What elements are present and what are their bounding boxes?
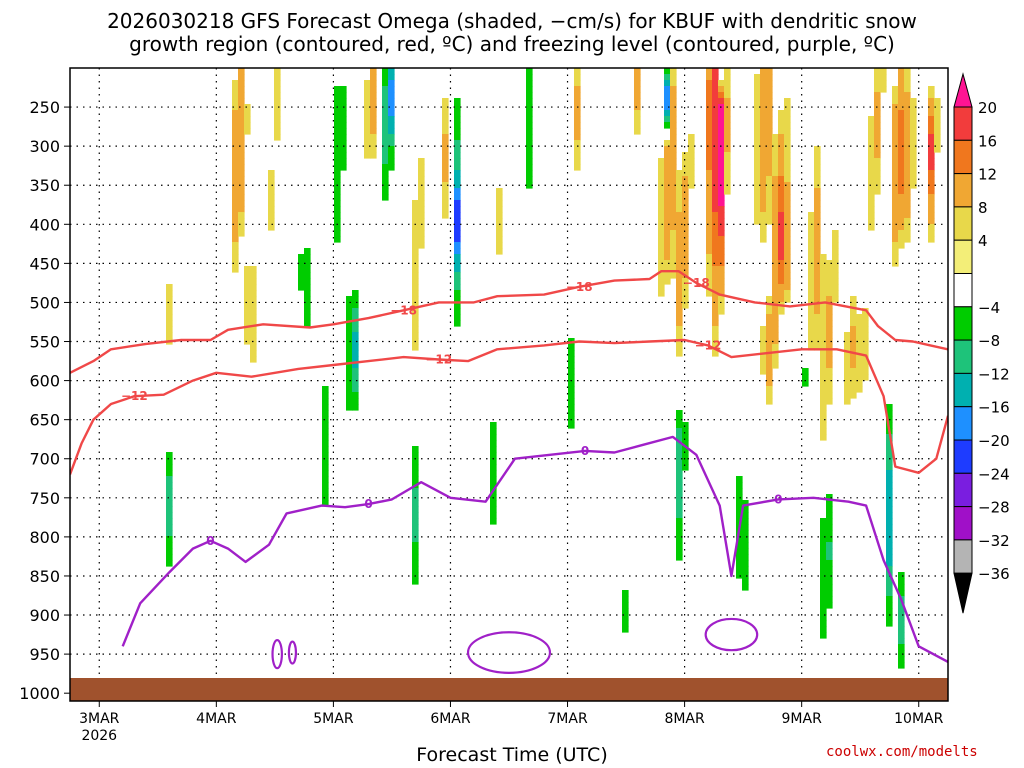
freezing-level-island [287,640,298,665]
contour-minus18-label: −18 [566,280,593,294]
colorbar-segment [953,372,973,408]
contour-minus18 [70,270,948,374]
colorbar-label: −16 [978,399,1010,417]
freezing-level-island [271,638,283,670]
freezing-level-contour-label: 0 [774,492,782,506]
x-axis-label: Forecast Time (UTC) [416,744,608,766]
x-tick-label: 6MAR [430,711,471,727]
contour-minus12-label: −12 [425,352,452,366]
freezing-level-contour-label: 0 [581,444,589,458]
y-tick-label: 750 [29,489,60,508]
plot-frame [69,67,949,702]
colorbar-segment [953,273,973,308]
y-tick-label: 350 [29,176,60,195]
x-tick-label: 9MAR [782,711,823,727]
freezing-level-island [466,631,552,674]
freezing-level-island [704,617,759,652]
colorbar-label: 20 [978,99,997,117]
colorbar-segment [953,506,973,541]
omega-shading [166,68,941,669]
contour-minus18-label: −18 [390,303,417,317]
y-tick-label: 600 [29,372,60,391]
colorbar-segment [953,472,973,508]
colorbar-label: −12 [978,365,1010,383]
colorbar-segment [953,406,973,441]
x-year-label: 2026 [81,728,117,744]
colorbar-segment [953,139,973,175]
terrain-surface [70,678,948,701]
freezing-level-contour [121,435,948,663]
contour-minus12-label: −12 [121,389,148,403]
y-tick-label: 950 [29,645,60,664]
colorbar-label: −32 [978,532,1010,550]
x-axis: 3MAR 4MAR 5MAR 6MAR 7MAR 8MAR 9MAR 10MAR 2026 [79,701,944,744]
y-tick-label: 1000 [19,684,60,703]
y-tick-label: 450 [29,254,60,273]
y-tick-label: 500 [29,293,60,312]
x-tick-label: 5MAR [313,711,354,727]
colorbar-label: −4 [978,299,1000,317]
freezing-level-contour-label: 0 [206,534,214,548]
contour-minus12-label: −12 [695,338,722,352]
contour-minus18-label: −18 [683,276,710,290]
y-axis: 250 300 350 400 450 500 550 600 650 700 750 800 850 9… [19,98,70,703]
contour-layer: −18 −18 −18 −12 −12 −12 0 0 0 0 [70,270,948,674]
colorbar-label: 12 [978,166,997,184]
x-tick-label: 8MAR [664,711,705,727]
freezing-level-contour-label: 0 [364,497,372,511]
x-tick-label: 7MAR [547,711,588,727]
x-tick-label: 4MAR [196,711,237,727]
y-tick-label: 700 [29,450,60,469]
y-tick-label: 250 [29,98,60,117]
colorbar-label: 16 [978,132,997,150]
colorbar-label: −24 [978,465,1010,483]
colorbar-label: −36 [978,565,1010,583]
colorbar: 20 16 12 8 4 −4 −8 −12 −16 −20 −24 −28 −32 −36 [953,72,1010,614]
colorbar-segment [953,206,973,241]
x-tick-label: 3MAR [79,711,120,727]
y-tick-label: 400 [29,215,60,234]
colorbar-segment [953,339,973,374]
colorbar-label: 4 [978,232,988,250]
colorbar-segment [953,539,973,574]
colorbar-segment [953,239,973,274]
y-tick-label: 650 [29,411,60,430]
colorbar-bottom-cap [953,572,973,614]
x-tick-label: 10MAR [894,711,943,727]
y-tick-label: 300 [29,137,60,156]
colorbar-segment [953,106,973,141]
colorbar-label: 8 [978,199,988,217]
colorbar-segment [953,439,973,474]
colorbar-label: −8 [978,332,1000,350]
chart-title-line-1: 2026030218 GFS Forecast Omega (shaded, −… [107,9,917,33]
colorbar-segment [953,306,973,341]
colorbar-label: −20 [978,432,1010,450]
colorbar-top-cap [953,72,973,108]
grid [70,68,948,701]
colorbar-label: −28 [978,499,1010,517]
chart-title-line-2: growth region (contoured, red, ºC) and f… [129,32,895,56]
y-tick-label: 850 [29,567,60,586]
contour-minus12 [70,338,948,475]
y-tick-label: 800 [29,528,60,547]
source-credit: coolwx.com/modelts [826,744,978,760]
y-tick-label: 900 [29,606,60,625]
colorbar-segment [953,173,973,208]
y-tick-label: 550 [29,333,60,352]
